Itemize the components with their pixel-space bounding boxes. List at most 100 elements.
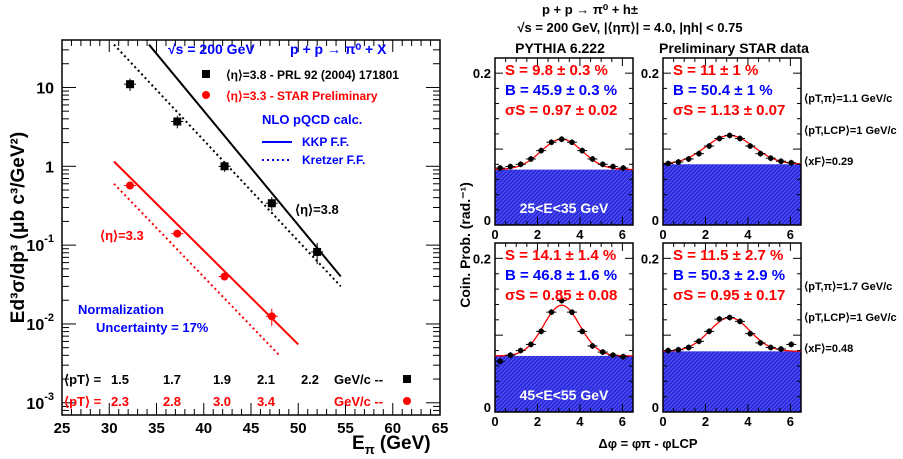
x-tick-label: 4 — [576, 414, 584, 429]
data-point — [706, 328, 712, 335]
data-point — [726, 314, 733, 321]
data-point-square — [313, 247, 322, 256]
data-point — [517, 161, 524, 168]
col-title-pythia: PYTHIA 6.222 — [515, 40, 605, 56]
x-tick-label: 25 — [54, 420, 71, 437]
theory-curve-2 — [113, 160, 299, 346]
data-point — [599, 161, 606, 168]
data-point — [706, 143, 712, 149]
y-tick-label: 0.2 — [473, 251, 491, 266]
pt-row-label: ⟨pT⟩ = — [64, 372, 102, 387]
right-x-axis-label: Δφ = φπ - φLCP — [598, 436, 698, 451]
data-point — [569, 309, 575, 315]
data-point — [599, 349, 606, 355]
background-region — [495, 169, 633, 225]
data-point — [507, 163, 514, 170]
data-point — [558, 136, 565, 143]
pt-row-label: ⟨pT⟩ = — [64, 394, 102, 409]
signal-fraction: S = 9.8 ± 0.3 % — [505, 62, 608, 79]
x-axis-label: Eπ (GeV) — [352, 433, 431, 457]
data-point-circle — [220, 272, 229, 281]
panel-1: 0 2 4 6 0 0.2 S = 11 ± 1 % B = 50.4 ± 1 % σS = 1… — [641, 57, 802, 242]
right-title-1: p + p → π⁰ + h± — [542, 2, 638, 17]
x-tick-label: 50 — [290, 420, 307, 437]
data-point-square — [267, 199, 276, 208]
data-point — [778, 346, 784, 352]
data-point-square — [173, 117, 182, 126]
x-tick-label: 2 — [702, 414, 709, 429]
x-tick-label: 0 — [491, 227, 498, 242]
data-point — [747, 330, 754, 337]
kretzer-label: Kretzer F.F. — [302, 153, 365, 167]
data-point-square — [126, 80, 135, 89]
pt-value: 3.4 — [257, 394, 276, 409]
data-point — [737, 135, 743, 142]
data-point — [579, 328, 586, 335]
pt-row-marker — [403, 397, 411, 405]
eta33-label: ⟨η⟩=3.3 — [100, 228, 144, 243]
x-tick-label: 35 — [148, 420, 165, 437]
energy-range: 25<E<35 GeV — [520, 200, 609, 216]
gaussian-fit — [494, 304, 633, 357]
data-point — [737, 318, 743, 325]
x-tick-label: 6 — [787, 414, 794, 429]
data-point — [757, 150, 764, 157]
background-region — [663, 164, 801, 225]
left-chart: 25 30 35 40 45 50 55 60 65 10 1 10-1 10-2 10-3 Ed³σ/dp… — [8, 39, 449, 457]
panel-2: 0 2 4 6 0 0.2 S = 14.1 ± 1.4 % B = 46.8 ± 1.6 %… — [473, 242, 634, 429]
data-point — [528, 341, 534, 348]
x-tick-label: 55 — [337, 420, 354, 437]
panel-frame — [662, 242, 802, 413]
data-point — [685, 344, 692, 351]
data-point — [579, 147, 586, 154]
data-point-square — [220, 162, 229, 171]
sigma-value: σS = 0.97 ± 0.02 — [505, 102, 617, 119]
x-tick-label: 65 — [432, 420, 449, 437]
signal-fraction: S = 11.5 ± 2.7 % — [673, 247, 783, 264]
sigma-value: σS = 0.85 ± 0.08 — [505, 287, 617, 304]
pt-row-marker — [403, 375, 411, 383]
side-label: ⟨pT,LCP⟩=1 GeV/c — [804, 125, 897, 137]
data-point — [716, 316, 723, 322]
pt-value: 1.7 — [163, 372, 181, 387]
data-point — [767, 155, 774, 161]
x-tick-label: 6 — [619, 227, 626, 242]
pt-value: 2.1 — [257, 372, 275, 387]
side-label: ⟨pT,LCP⟩=1 GeV/c — [804, 312, 897, 324]
theory-curve-0 — [148, 43, 342, 278]
data-point — [696, 338, 702, 345]
uncertainty-label: Uncertainty = 17% — [96, 320, 209, 335]
data-point — [497, 358, 503, 365]
y-tick-label: 10-3 — [26, 391, 54, 413]
data-point — [610, 163, 616, 170]
x-tick-label: 4 — [744, 227, 752, 242]
background-fraction: B = 50.3 ± 2.9 % — [673, 267, 785, 284]
data-point-circle — [267, 312, 276, 321]
y-tick-label: 0 — [652, 400, 659, 415]
panel-0: 0 2 4 6 0 0.2 S = 9.8 ± 0.3 % B = 45.9 ± 0.3 % σ… — [473, 57, 634, 242]
right-title-2: √s = 200 GeV, |⟨ηπ⟩| = 4.0, |ηh| < 0.75 — [517, 20, 742, 35]
data-point — [685, 156, 692, 162]
data-point — [726, 132, 733, 139]
right-chart: p + p → π⁰ + h± √s = 200 GeV, |⟨ηπ⟩| = 4.… — [457, 2, 897, 451]
data-point — [675, 159, 682, 165]
process-label: p + p → π⁰ + X — [290, 41, 387, 57]
background-fraction: B = 50.4 ± 1 % — [673, 82, 773, 99]
col-title-star: Preliminary STAR data — [659, 40, 809, 56]
y-tick-label: 0 — [484, 213, 491, 228]
x-tick-label: 0 — [659, 414, 666, 429]
data-point — [788, 341, 795, 348]
data-point — [778, 158, 784, 165]
x-tick-label: 0 — [491, 414, 498, 429]
data-point — [538, 328, 544, 335]
sqrt-s-label: √s = 200 GeV — [168, 41, 255, 57]
y-tick-label: 0.2 — [641, 66, 659, 81]
x-tick-label: 4 — [744, 414, 752, 429]
data-point — [548, 139, 555, 146]
data-point — [716, 135, 723, 142]
background-fraction: B = 45.9 ± 0.3 % — [505, 82, 617, 99]
side-label: ⟨pT,π⟩=1.7 GeV/c — [804, 281, 892, 293]
data-point — [507, 352, 514, 358]
gaussian-fit — [662, 316, 801, 352]
